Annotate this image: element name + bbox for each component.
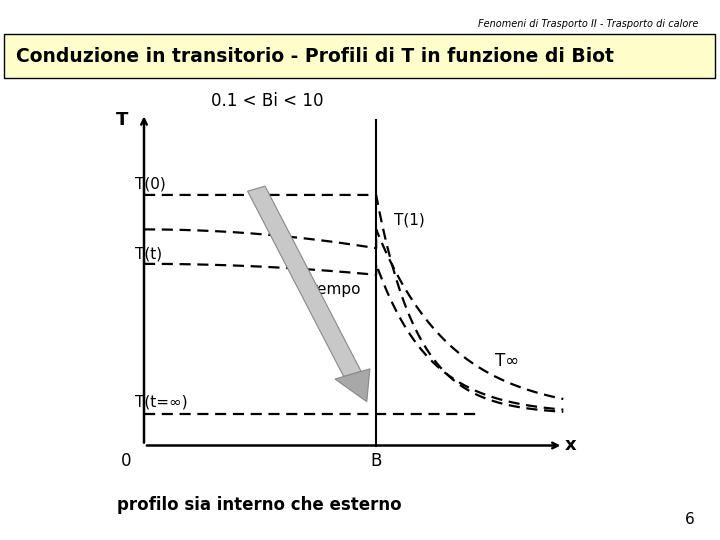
Text: Conduzione in transitorio - Profili di T in funzione di Biot: Conduzione in transitorio - Profili di T… [16,46,613,66]
FancyBboxPatch shape [4,34,715,78]
Polygon shape [335,369,370,402]
Text: 6: 6 [685,511,695,526]
Text: T(1): T(1) [394,213,425,227]
Text: profilo sia interno che esterno: profilo sia interno che esterno [117,496,402,514]
Text: 0: 0 [121,451,131,470]
Text: T∞: T∞ [495,352,519,370]
Text: T(t=∞): T(t=∞) [135,394,188,409]
Text: 0.1 < Bi < 10: 0.1 < Bi < 10 [212,92,324,110]
Text: T(t): T(t) [135,247,163,262]
Polygon shape [248,186,361,376]
Text: x: x [565,436,577,455]
Text: T: T [116,111,129,129]
Text: tempo: tempo [312,282,361,297]
Text: Fenomeni di Trasporto II - Trasporto di calore: Fenomeni di Trasporto II - Trasporto di … [478,19,698,29]
Text: T(0): T(0) [135,177,166,192]
Text: B: B [371,451,382,470]
